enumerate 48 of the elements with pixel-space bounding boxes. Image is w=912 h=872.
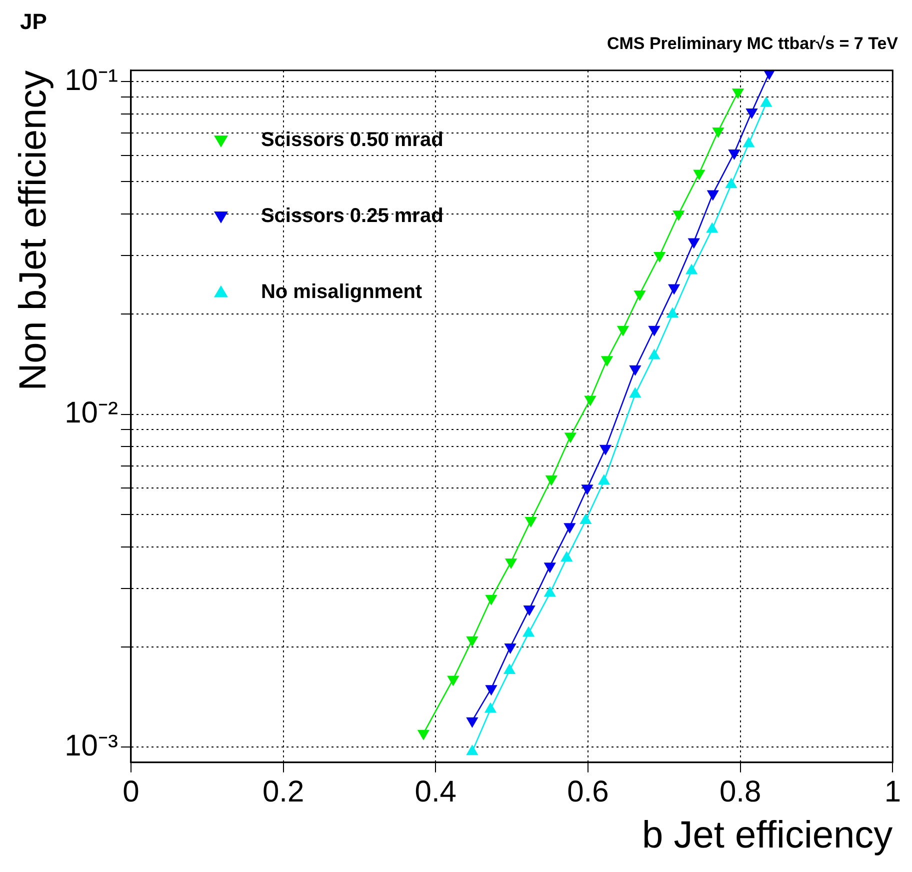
- point: [504, 643, 516, 654]
- point: [504, 558, 518, 570]
- point: [466, 717, 478, 728]
- point: [648, 326, 660, 336]
- point: [564, 432, 577, 444]
- point: [584, 396, 596, 406]
- point: [545, 475, 558, 486]
- x-tick-label: 0.2: [262, 776, 304, 809]
- point: [524, 516, 537, 528]
- legend-label: No misalignment: [260, 280, 422, 303]
- point: [523, 606, 536, 616]
- point: [746, 108, 758, 119]
- point: [581, 484, 594, 496]
- point: [447, 676, 460, 686]
- y-axis-title: Non bJet efficiency: [12, 70, 54, 391]
- point: [544, 562, 556, 574]
- text: JP: [20, 9, 47, 34]
- legend-label: Scissors 0.25 mrad: [260, 204, 444, 227]
- point: [629, 365, 642, 376]
- point: [564, 523, 576, 534]
- x-axis-title: b Jet efficiency: [642, 814, 893, 857]
- y-tick-label: 10⁻¹: [64, 64, 118, 97]
- point: [616, 326, 630, 336]
- point: [693, 170, 706, 180]
- point: [634, 290, 646, 301]
- x-tick-label: 0.8: [719, 776, 762, 809]
- point: [466, 636, 478, 647]
- point: [485, 594, 498, 606]
- point: [712, 128, 724, 138]
- x-tick-label: 0: [122, 776, 140, 809]
- point: [668, 284, 680, 295]
- x-tick-label: 0.4: [414, 776, 456, 809]
- point: [485, 685, 498, 696]
- point: [732, 88, 744, 100]
- point: [600, 356, 614, 367]
- point: [688, 238, 700, 249]
- point: [654, 252, 666, 263]
- point: [672, 210, 685, 221]
- y-tick-label: 10⁻³: [64, 729, 118, 762]
- point: [417, 730, 430, 740]
- chart-title: CMS Preliminary MC ttbar√s = 7 TeV: [606, 34, 899, 53]
- x-tick-label: 1: [884, 776, 901, 809]
- x-tick-label: 0.6: [567, 776, 609, 809]
- legend-label: Scissors 0.50 mrad: [260, 128, 444, 151]
- point: [706, 190, 719, 201]
- point: [728, 149, 740, 160]
- y-tick-label: 10⁻²: [64, 396, 118, 430]
- point: [599, 444, 612, 456]
